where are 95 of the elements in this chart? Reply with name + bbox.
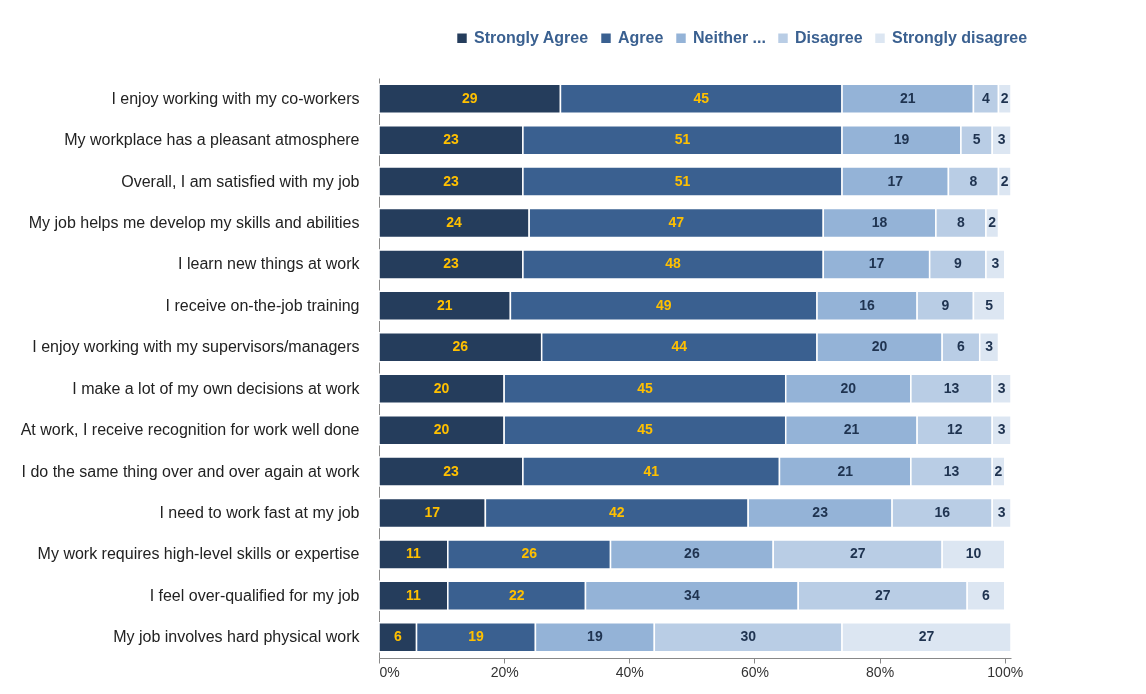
data-label: 26 [684,545,700,562]
data-label: 34 [684,586,700,603]
x-tick-label: 40% [615,663,644,680]
x-tick-label: 100% [987,663,1024,680]
data-label: 6 [393,628,402,645]
data-label: 6 [957,338,966,355]
data-label: 11 [406,545,422,562]
y-tick-label: I make a lot of my own decisions at work [72,379,361,397]
data-label: 26 [452,338,469,355]
data-label: 21 [843,421,860,438]
x-tick-label: 20% [490,663,519,680]
data-label: 27 [874,586,891,603]
data-label: 2 [988,214,997,230]
legend-label: Strongly disagree [892,29,1028,47]
data-label: 3 [997,504,1006,520]
data-label: 21 [899,89,916,106]
data-label: 3 [997,131,1006,148]
y-tick-label: My work requires high-level skills or expertise [37,545,360,563]
y-tick-label: At work, I receive recognition for work well done [20,421,360,439]
data-label: 18 [871,214,888,230]
data-label: 20 [871,338,888,355]
y-tick-label: I enjoy working with my co-workers [111,89,360,107]
data-label: 23 [443,255,459,272]
y-tick-label: My workplace has a pleasant atmosphere [64,131,360,149]
data-label: 17 [868,255,885,272]
data-label: 42 [608,504,625,520]
y-tick-label: Overall, I am satisfied with my job [121,172,360,190]
data-label: 2 [1000,89,1009,106]
data-label: 48 [665,255,682,272]
data-label: 47 [668,214,685,230]
data-label: 5 [985,296,994,313]
y-tick-label: My job helps me develop my skills and abilities [28,214,360,231]
legend-label: Neither ... [693,29,766,47]
data-label: 45 [637,379,653,396]
y-tick-label: I enjoy working with my supervisors/managers [32,338,360,356]
data-label: 22 [508,586,525,603]
data-label: 11 [406,586,422,603]
data-label: 51 [674,172,691,189]
data-label: 27 [849,545,866,562]
data-label: 10 [965,545,982,562]
y-tick-label: I feel over-qualified for my job [149,586,360,604]
data-label: 5 [972,131,981,148]
data-label: 27 [918,628,935,645]
data-label: 21 [436,296,453,313]
data-label: 19 [893,131,910,148]
data-label: 19 [468,628,484,645]
x-tick-label: 60% [740,663,769,680]
data-label: 20 [433,421,450,438]
data-label: 20 [433,379,450,396]
data-label: 23 [812,504,829,520]
data-label: 4 [982,89,991,106]
data-label: 16 [859,296,876,313]
data-label: 44 [671,338,688,355]
data-label: 2 [1000,172,1009,189]
data-label: 30 [740,628,757,645]
y-tick-label: I learn new things at work [178,255,361,273]
data-label: 24 [446,214,463,230]
data-label: 45 [693,89,710,106]
data-label: 21 [837,462,854,479]
data-label: 23 [443,131,459,148]
data-label: 9 [953,255,962,272]
data-label: 23 [443,172,459,189]
data-label: 2 [994,462,1003,479]
y-tick-label: I do the same thing over and over again at work [21,462,361,480]
data-label: 20 [840,379,857,396]
data-label: 6 [982,586,991,603]
data-label: 49 [655,296,672,313]
y-tick-label: I need to work fast at my job [159,504,360,521]
data-label: 17 [887,172,904,189]
data-label: 3 [985,338,994,355]
data-label: 3 [991,255,1000,272]
y-tick-label: My job involves hard physical work [113,628,361,646]
y-tick-label: I receive on-the-job training [165,296,360,314]
data-label: 19 [587,628,603,645]
data-label: 41 [643,462,660,479]
data-label: 9 [941,296,950,313]
data-label: 45 [637,421,653,438]
data-label: 3 [997,379,1006,396]
data-label: 29 [461,89,478,106]
legend-label: Agree [618,29,664,47]
data-label: 8 [957,214,966,230]
x-tick-label: 0% [379,663,400,680]
data-label: 3 [997,421,1006,438]
data-label: 12 [946,421,963,438]
data-label: 26 [521,545,538,562]
x-tick-label: 80% [866,663,895,680]
data-label: 17 [424,504,441,520]
data-label: 8 [969,172,978,189]
legend-label: Strongly Agree [474,29,589,47]
data-label: 23 [443,462,459,479]
data-label: 13 [943,462,960,479]
data-label: 51 [674,131,691,148]
legend-label: Disagree [795,29,863,47]
data-label: 13 [943,379,960,396]
data-label: 16 [934,504,951,520]
